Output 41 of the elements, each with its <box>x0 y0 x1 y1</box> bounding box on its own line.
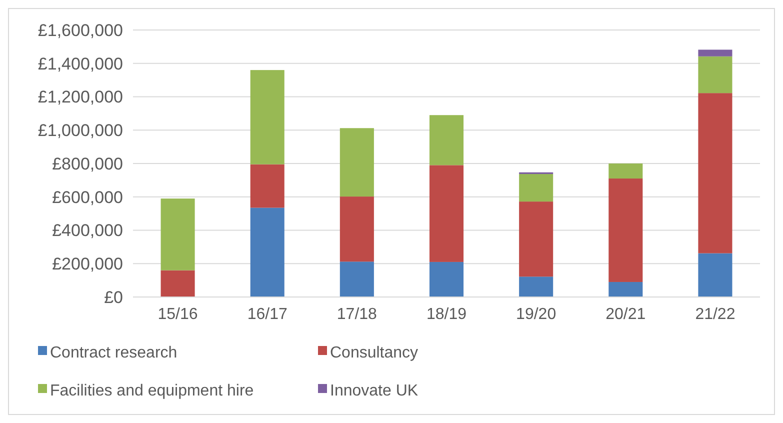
bar <box>698 93 732 254</box>
x-tick-label: 16/17 <box>247 306 288 323</box>
legend-label: Consultancy <box>330 344 418 362</box>
bar <box>340 196 374 262</box>
y-tick-label: £800,000 <box>52 154 123 174</box>
x-tick-label: 17/18 <box>336 306 378 323</box>
bar <box>698 50 732 56</box>
y-tick-label: £1,200,000 <box>38 88 123 107</box>
x-tick-label: 21/22 <box>695 306 736 323</box>
bar <box>340 128 374 197</box>
y-tick-label: £1,400,000 <box>38 54 123 74</box>
x-tick-label: 19/20 <box>516 306 556 323</box>
y-tick-label: £0 <box>104 288 123 307</box>
bar <box>250 164 284 208</box>
bar <box>340 262 374 297</box>
x-tick-label: 18/19 <box>426 306 467 323</box>
legend-label: Contract research <box>50 344 178 362</box>
y-tick-label: £400,000 <box>52 221 123 240</box>
x-tick-label: 20/21 <box>606 306 646 323</box>
bar <box>250 208 284 297</box>
bar <box>519 174 554 202</box>
legend-label: Innovate UK <box>330 382 418 400</box>
bar <box>519 276 554 297</box>
bar <box>608 178 643 282</box>
bar <box>429 115 464 166</box>
bar <box>698 56 732 94</box>
y-tick-label: £1,000,000 <box>38 121 123 140</box>
y-tick-label: £1,600,000 <box>38 20 123 40</box>
y-tick-label: £200,000 <box>52 254 123 274</box>
bar <box>608 282 643 297</box>
x-tick-label: 15/16 <box>158 306 198 323</box>
y-tick-label: £600,000 <box>52 188 123 207</box>
legend-label: Facilities and equipment hire <box>50 382 254 400</box>
bar <box>160 270 195 297</box>
bar <box>698 253 732 297</box>
bar <box>429 165 464 262</box>
bar <box>519 202 554 277</box>
bar <box>250 70 284 164</box>
bar <box>608 164 643 179</box>
bar <box>160 198 195 270</box>
bar <box>429 262 464 297</box>
